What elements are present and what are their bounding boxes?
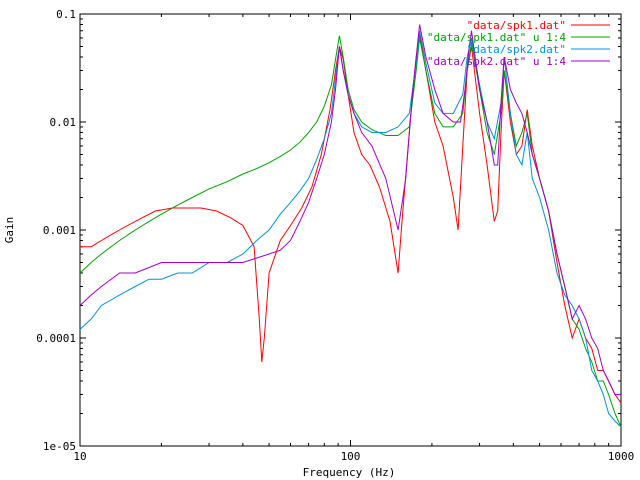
y-tick-label: 1e-05 — [43, 440, 76, 453]
legend: "data/spk1.dat""data/spk1.dat" u 1:4"dat… — [427, 19, 610, 68]
y-axis-label: Gain — [3, 217, 16, 244]
series-lines — [79, 24, 622, 428]
x-axis-label: Frequency (Hz) — [303, 466, 396, 479]
series-line-3 — [79, 30, 622, 428]
x-tick-label: 1000 — [608, 450, 635, 463]
series-line-4 — [79, 24, 621, 395]
plot-frame — [79, 13, 622, 447]
y-tick-label: 0.01 — [50, 116, 77, 129]
x-tick-label: 10 — [73, 450, 86, 463]
y-tick-label: 0.1 — [56, 8, 76, 21]
x-tick-label: 100 — [341, 450, 361, 463]
axis-ticks: 10 100 1000 0.1 0.01 0.001 0.0001 1e-05 — [36, 8, 634, 463]
y-tick-label: 0.0001 — [36, 332, 76, 345]
series-line-2 — [79, 35, 622, 428]
legend-label-2: "data/spk1.dat" u 1:4 — [427, 31, 566, 44]
y-tick-label: 0.001 — [43, 224, 76, 237]
legend-label-4: "data/spk2.dat" u 1:4 — [427, 55, 566, 68]
series-line-1 — [80, 34, 622, 404]
legend-label-3: "data/spk2.dat" — [467, 43, 566, 56]
legend-label-1: "data/spk1.dat" — [467, 19, 566, 32]
